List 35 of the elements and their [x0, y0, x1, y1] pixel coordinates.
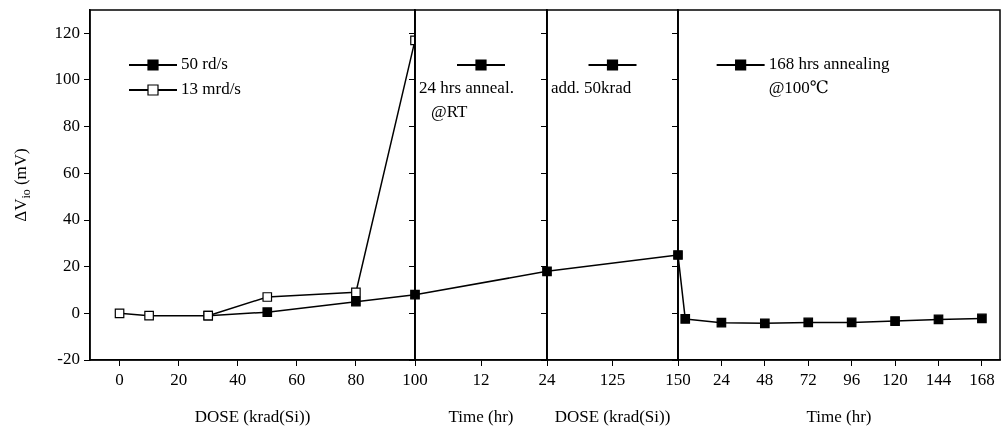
x-tick-label: 40	[229, 369, 247, 389]
y-axis-title: ΔVio (mV)	[11, 148, 34, 222]
legend-label: 50 rd/s	[181, 54, 228, 74]
x-tick-label: 150	[665, 369, 691, 389]
y-tick-label: 40	[63, 209, 80, 229]
y-tick-label: 0	[71, 302, 80, 322]
x-tick-label: 12	[472, 369, 490, 389]
y-tick-label: 20	[63, 256, 80, 276]
x-tick-label: 125	[599, 369, 626, 389]
y-tick-label: 120	[54, 22, 80, 42]
x-tick-label: 48	[756, 369, 774, 389]
legend-label: 13 mrd/s	[181, 79, 241, 99]
y-tick-label: -20	[57, 349, 80, 369]
x-axis-title: Time (hr)	[806, 407, 872, 427]
legend-label: add. 50krad	[551, 78, 632, 98]
x-axis-title: DOSE (krad(Si))	[554, 407, 671, 427]
x-axis-title: Time (hr)	[448, 407, 514, 427]
y-tick-label: 60	[63, 162, 80, 182]
x-axis-title: DOSE (krad(Si))	[194, 407, 311, 427]
x-tick-label: 72	[799, 369, 817, 389]
y-tick-label: 80	[63, 116, 80, 136]
y-tick-label: 100	[54, 69, 80, 89]
x-tick-label: 120	[882, 369, 908, 389]
x-tick-label: 20	[170, 369, 188, 389]
x-tick-label: 0	[115, 369, 124, 389]
x-tick-label: 80	[347, 369, 365, 389]
x-tick-label: 144	[925, 369, 952, 389]
x-tick-label: 24	[538, 369, 556, 389]
x-tick-label: 96	[843, 369, 861, 389]
x-tick-label: 168	[969, 369, 995, 389]
x-tick-label: 60	[288, 369, 306, 389]
x-tick-label: 100	[402, 369, 428, 389]
x-tick-label: 24	[712, 369, 731, 389]
legend-label: 168 hrs annealing @100℃	[768, 54, 890, 98]
legend-label: 24 hrs anneal. @RT	[419, 78, 514, 122]
